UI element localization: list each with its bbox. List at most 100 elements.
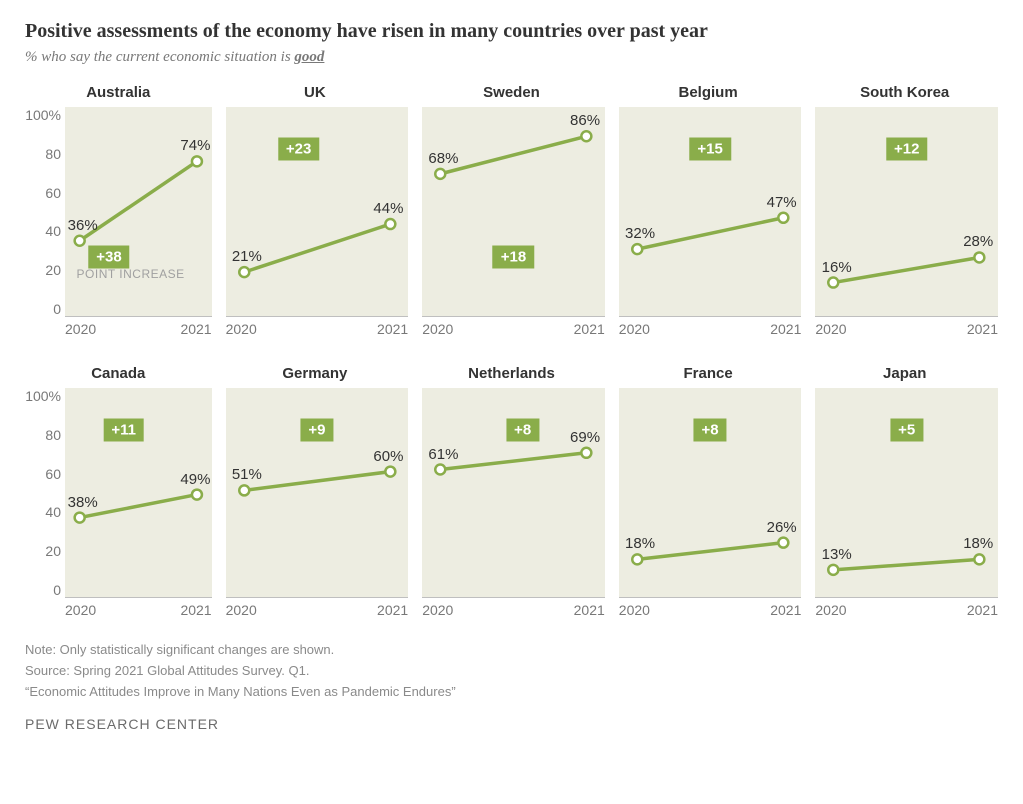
data-marker	[192, 156, 202, 166]
value-label-end: 18%	[963, 536, 993, 553]
x-tick-label: 2021	[180, 321, 211, 337]
y-axis: 100%806040200	[25, 388, 65, 598]
x-axis: 20202021	[619, 602, 802, 618]
panel-title: Belgium	[615, 84, 802, 101]
x-tick-label: 2021	[377, 321, 408, 337]
data-marker	[975, 554, 985, 564]
chart-panel: Belgium32%47%+1520202021	[615, 84, 802, 337]
chart-panel: UK21%44%+2320202021	[222, 84, 409, 337]
y-tick-label: 20	[25, 262, 61, 278]
x-tick-label: 2020	[226, 602, 257, 618]
x-axis: 2020 2021	[815, 602, 998, 618]
x-axis: 20202021	[815, 321, 998, 337]
subtitle-emphasis: good	[294, 49, 324, 65]
delta-badge: +5	[890, 418, 923, 441]
x-tick-label: 2021	[377, 602, 408, 618]
chart-wrap: 68%86%+18	[418, 107, 605, 317]
value-label-start: 13%	[822, 546, 852, 563]
plot-area: 68%86%+18	[422, 107, 605, 317]
plot-area: 32% 47% +15	[619, 107, 802, 317]
y-tick-label: 100%	[25, 388, 61, 404]
plot-area: 18% 26% +8	[619, 388, 802, 598]
data-marker	[435, 169, 445, 179]
page-title: Positive assessments of the economy have…	[25, 20, 998, 43]
panel-title: Australia	[25, 84, 212, 101]
subtitle-prefix: % who say the current economic situation…	[25, 49, 294, 65]
panel-title: Sweden	[418, 84, 605, 101]
data-marker	[239, 267, 249, 277]
data-marker	[582, 131, 592, 141]
data-marker	[778, 213, 788, 223]
x-axis: 20202021	[422, 602, 605, 618]
delta-badge: +11	[103, 418, 144, 441]
footer-note: Note: Only statistically significant cha…	[25, 640, 998, 661]
x-axis: 20202021	[65, 602, 212, 618]
delta-badge-sub: POINT INCREASE	[77, 267, 185, 281]
x-tick-label: 2021	[967, 602, 998, 618]
footer-report: “Economic Attitudes Improve in Many Nati…	[25, 682, 998, 703]
value-label-start: 61%	[428, 446, 458, 463]
value-label-start: 18%	[625, 536, 655, 553]
chart-grid: Australia100%80604020036%74%+38POINT INC…	[25, 84, 998, 618]
delta-badge: +38	[88, 246, 129, 269]
plot-area: 36%74%+38POINT INCREASE	[65, 107, 212, 317]
value-label-start: 21%	[232, 248, 262, 265]
y-tick-label: 0	[25, 301, 61, 317]
panel-title: UK	[222, 84, 409, 101]
x-axis: 2020 2021	[422, 321, 605, 337]
value-label-end: 69%	[570, 429, 600, 446]
data-marker	[75, 513, 85, 523]
value-label-end: 60%	[373, 448, 403, 465]
x-tick-label: 2020	[65, 602, 96, 618]
chart-wrap: 61%69%+8	[418, 388, 605, 598]
y-tick-label: 100%	[25, 107, 61, 123]
value-label-end: 26%	[767, 519, 797, 536]
panel-title: Japan	[811, 365, 998, 382]
x-axis: 2020 2021	[65, 321, 212, 337]
value-label-start: 32%	[625, 225, 655, 242]
x-tick-label: 2021	[770, 602, 801, 618]
delta-badge: +12	[886, 137, 927, 160]
x-tick-label: 2020	[226, 321, 257, 337]
data-marker	[239, 485, 249, 495]
chart-panel: Australia100%80604020036%74%+38POINT INC…	[25, 84, 212, 337]
y-tick-label: 0	[25, 582, 61, 598]
x-tick-label: 2021	[574, 321, 605, 337]
panel-title: Netherlands	[418, 365, 605, 382]
x-tick-label: 2020	[815, 321, 846, 337]
delta-badge: +15	[689, 137, 730, 160]
marker-layer	[422, 107, 605, 316]
x-axis: 2020 2021	[226, 321, 409, 337]
plot-area: 16% 28% +12	[815, 107, 998, 317]
chart-panel: Netherlands61%69%+820202021	[418, 365, 605, 618]
value-label-end: 28%	[963, 234, 993, 251]
page-subtitle: % who say the current economic situation…	[25, 49, 998, 66]
x-tick-label: 2020	[815, 602, 846, 618]
plot-area: 61%69%+8	[422, 388, 605, 598]
chart-panel: South Korea16%28%+1220202021	[811, 84, 998, 337]
x-axis: 2020 2021	[226, 602, 409, 618]
x-tick-label: 2020	[65, 321, 96, 337]
data-marker	[829, 278, 839, 288]
x-tick-label: 2021	[770, 321, 801, 337]
chart-wrap: 13% 18% +5	[811, 388, 998, 598]
data-marker	[778, 538, 788, 548]
value-label-start: 51%	[232, 467, 262, 484]
value-label-start: 16%	[822, 259, 852, 276]
x-tick-label: 2020	[422, 321, 453, 337]
data-marker	[435, 465, 445, 475]
delta-badge: +8	[694, 418, 727, 441]
y-tick-label: 80	[25, 427, 61, 443]
chart-panel: France18%26%+820202021	[615, 365, 802, 618]
y-tick-label: 60	[25, 466, 61, 482]
y-tick-label: 60	[25, 185, 61, 201]
plot-area: 51%60%+9	[226, 388, 409, 598]
value-label-start: 38%	[68, 494, 98, 511]
value-label-end: 47%	[767, 194, 797, 211]
value-label-end: 86%	[570, 112, 600, 129]
delta-badge: +23	[278, 137, 319, 160]
footer-notes: Note: Only statistically significant cha…	[25, 640, 998, 702]
chart-panel: Japan 13% 18% +5 2020 2021	[811, 365, 998, 618]
data-marker	[632, 244, 642, 254]
x-tick-label: 2020	[422, 602, 453, 618]
